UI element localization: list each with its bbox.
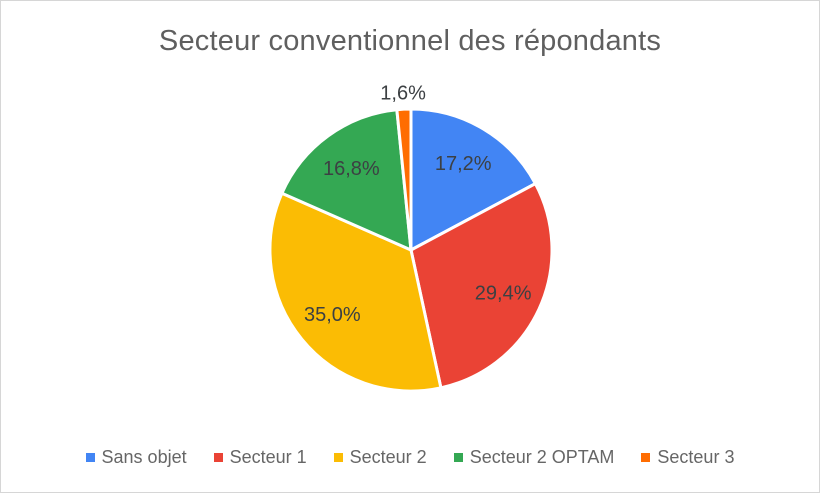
pie-chart: 17,2% 29,4% 35,0% 16,8% 1,6% — [268, 82, 554, 393]
pie-slice-secteur-2[interactable] — [268, 191, 443, 393]
pie-slice-secteur-2-optam[interactable] — [280, 108, 413, 252]
legend-swatch-secteur-1 — [213, 453, 223, 462]
legend-swatch-secteur-3 — [641, 453, 651, 462]
legend-label-secteur-2-optam: Secteur 2 OPTAM — [469, 447, 615, 467]
legend-label-secteur-3: Secteur 3 — [657, 447, 735, 467]
legend-item-secteur-1: Secteur 1 — [213, 447, 307, 468]
legend-item-secteur-3: Secteur 3 — [641, 447, 734, 468]
pie-slice-sans-objet[interactable] — [409, 107, 537, 252]
legend-swatch-secteur-2 — [333, 453, 343, 462]
legend-label-secteur-2: Secteur 2 — [349, 447, 427, 467]
pie-slice-secteur-1[interactable] — [409, 182, 554, 390]
pie-slice-value-secteur-2-optam: 16,8% — [323, 158, 380, 180]
chart-legend: Sans objet Secteur 1 Secteur 2 Secteur 2… — [1, 447, 819, 468]
legend-label-sans-objet: Sans objet — [101, 447, 187, 467]
legend-swatch-sans-objet — [85, 453, 95, 462]
chart-title: Secteur conventionnel des répondants — [158, 25, 662, 57]
legend-item-secteur-2: Secteur 2 — [333, 447, 427, 468]
legend-item-secteur-2-optam: Secteur 2 OPTAM — [453, 447, 615, 468]
legend-item-sans-objet: Sans objet — [85, 447, 187, 468]
pie-slice-value-secteur-2: 35,0% — [304, 304, 361, 326]
legend-swatch-secteur-2-optam — [453, 453, 463, 462]
pie-slice-value-secteur-1: 29,4% — [475, 283, 532, 305]
legend-label-secteur-1: Secteur 1 — [229, 447, 307, 467]
pie-slice-value-secteur-3: 1,6% — [380, 82, 426, 104]
pie-slice-value-sans-objet: 17,2% — [435, 153, 492, 175]
pie-slice-secteur-3[interactable] — [395, 107, 413, 252]
